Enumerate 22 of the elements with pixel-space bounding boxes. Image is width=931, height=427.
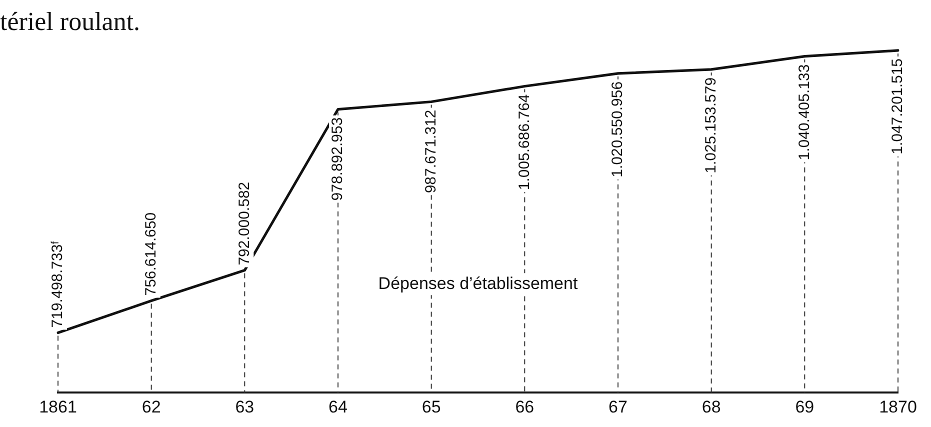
data-label: 1.047.201.515 [889,58,906,154]
chart-title: tériel roulant. [0,7,140,36]
x-tick-label: 65 [422,397,441,416]
data-label: 756.614.650 [142,212,160,296]
x-tick-label: 69 [795,397,814,416]
x-tick-label: 67 [608,397,628,416]
text: Dépenses d’établissement [378,274,578,293]
data-label: 1.040.405.133 [796,64,813,160]
x-tick-label: 68 [702,397,721,416]
data-label: 987.671.312 [422,110,440,194]
data-label: 1.025.153.579 [702,77,720,174]
x-tick-label: 64 [328,397,348,416]
x-tick-label: 1861 [39,397,77,416]
x-tick-label: 62 [142,397,161,416]
x-tick-label: 63 [235,397,254,416]
x-tick-label: 1870 [879,397,917,416]
data-label: 792.000.582 [236,182,253,266]
data-label: 1.020.550.956 [609,81,626,178]
data-label: 1.005.686.764 [516,94,533,190]
x-tick-label: 66 [515,397,534,416]
data-label: 719.498.733ᶠ [49,240,66,328]
data-label: 978.892.953 [329,117,346,201]
